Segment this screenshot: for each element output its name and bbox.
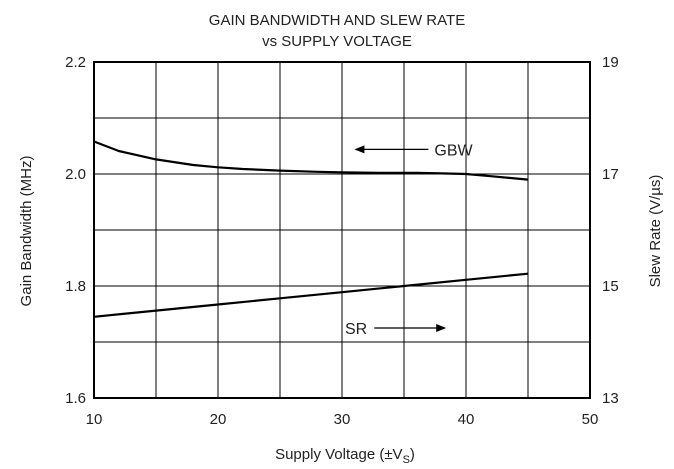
tick-labels: 10 20 30 40 50 1.6 1.8 2.0 2.2 13 15 17 19	[65, 54, 619, 428]
x-tick-label: 40	[458, 411, 475, 428]
y-right-tick-label: 13	[602, 390, 619, 407]
y-left-tick-label: 2.0	[65, 166, 86, 183]
x-axis-label-subscript: S	[403, 454, 410, 466]
annotation-label-sr: SR	[345, 321, 367, 338]
annotation-arrowhead-gbw	[354, 145, 365, 154]
x-axis-label-close: )	[410, 446, 415, 463]
x-tick-label: 30	[334, 411, 351, 428]
x-tick-label: 50	[582, 411, 599, 428]
y-left-tick-label: 1.6	[65, 390, 86, 407]
x-tick-label: 10	[86, 411, 103, 428]
x-tick-label: 20	[210, 411, 227, 428]
y-left-tick-label: 1.8	[65, 278, 86, 295]
y-axis-label-left: Gain Bandwidth (MHz)	[18, 156, 35, 307]
y-right-tick-label: 19	[602, 54, 619, 71]
y-axis-label-right: Slew Rate (V/µs)	[647, 175, 664, 288]
annotation-label-gbw: GBW	[434, 142, 473, 159]
plot-frame	[93, 61, 591, 399]
y-right-tick-label: 17	[602, 166, 619, 183]
chart-title: GAIN BANDWIDTH AND SLEW RATE	[208, 12, 466, 29]
series-line-sr	[93, 272, 529, 318]
chart-subtitle: vs SUPPLY VOLTAGE	[262, 33, 412, 50]
grid	[94, 62, 590, 398]
y-left-tick-label: 2.2	[65, 54, 86, 71]
x-axis-label: Supply Voltage (±VS)	[275, 446, 415, 466]
series-lines	[93, 140, 529, 318]
annotation-arrowhead-sr	[436, 324, 447, 332]
series-line-gbw	[93, 140, 529, 181]
annotations: GBW SR	[345, 142, 474, 338]
y-right-tick-label: 15	[602, 278, 619, 295]
x-axis-label-main: Supply Voltage (±V	[275, 446, 402, 463]
